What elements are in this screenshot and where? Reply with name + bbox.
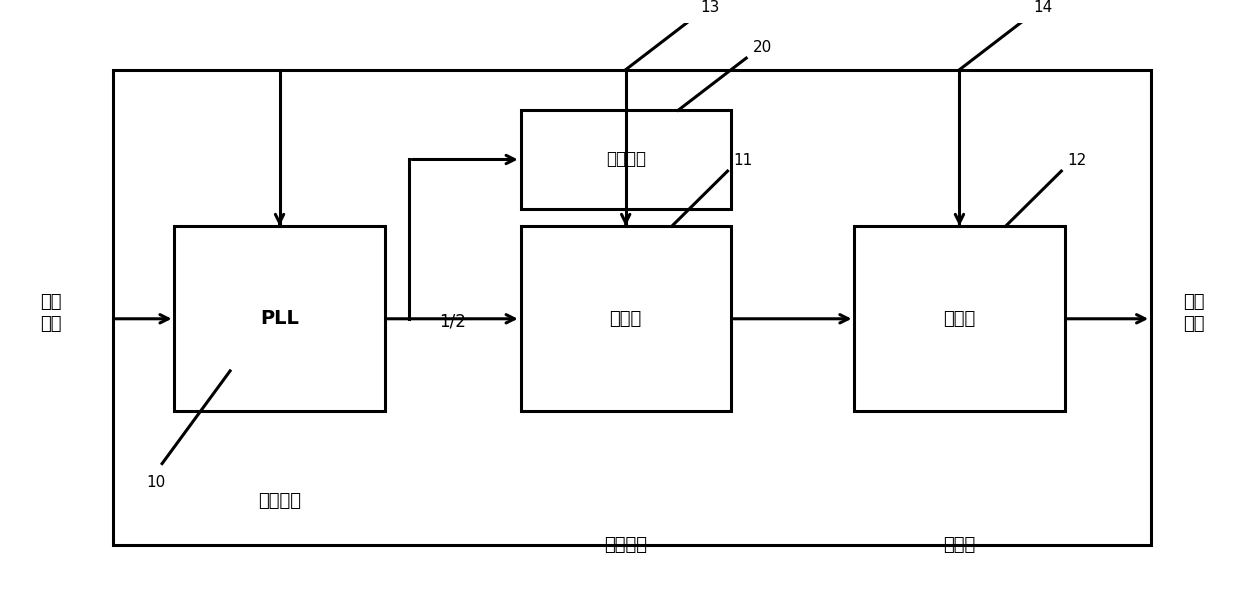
Text: 1/2: 1/2 bbox=[439, 313, 466, 330]
Text: 11: 11 bbox=[733, 153, 753, 168]
Text: 标准值: 标准值 bbox=[943, 536, 975, 554]
Text: 正常电路: 正常电路 bbox=[606, 150, 646, 169]
Text: PLL: PLL bbox=[260, 309, 299, 329]
Bar bbox=[175, 226, 384, 411]
Text: 13: 13 bbox=[700, 0, 719, 14]
Text: 测试开关: 测试开关 bbox=[605, 536, 647, 554]
Bar bbox=[520, 226, 731, 411]
Bar bbox=[855, 226, 1064, 411]
Text: 比较器: 比较器 bbox=[943, 310, 975, 328]
Bar bbox=[520, 111, 731, 209]
Text: 12: 12 bbox=[1068, 153, 1087, 168]
Bar bbox=[113, 69, 1151, 545]
Text: 结果
输出: 结果 输出 bbox=[1183, 293, 1206, 333]
Text: 20: 20 bbox=[752, 40, 772, 55]
Text: 10: 10 bbox=[146, 475, 166, 490]
Text: 配置参数: 配置参数 bbox=[258, 492, 301, 510]
Text: 外部
时钟: 外部 时钟 bbox=[40, 293, 62, 333]
Text: 计数器: 计数器 bbox=[610, 310, 642, 328]
Text: 14: 14 bbox=[1033, 0, 1053, 14]
